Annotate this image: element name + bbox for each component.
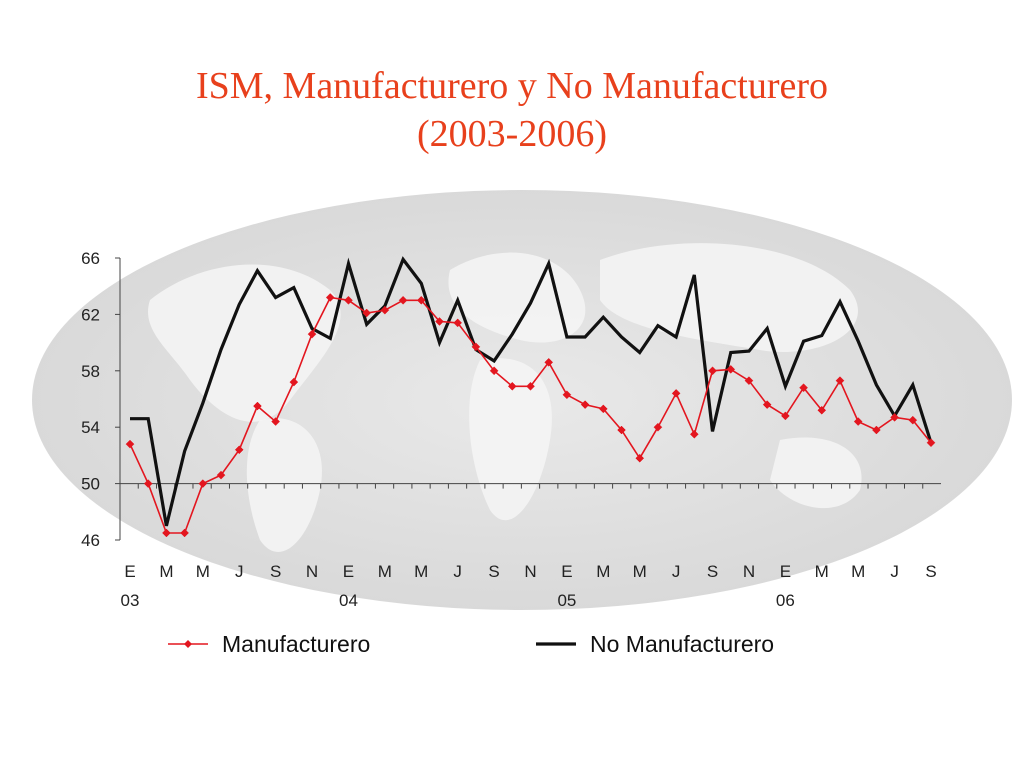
x-tick-label: E xyxy=(780,562,791,581)
data-point xyxy=(744,376,754,386)
data-point xyxy=(216,470,226,480)
data-point xyxy=(580,400,590,409)
data-point xyxy=(708,366,717,376)
data-point xyxy=(544,357,554,367)
legend-swatch-marker xyxy=(184,640,192,648)
chart-subtitle: (2003-2006) xyxy=(417,113,607,155)
axes xyxy=(115,257,941,541)
y-tick-labels: 46 50 54 58 62 66 xyxy=(81,249,100,550)
legend-label: Manufacturero xyxy=(222,631,370,657)
data-point xyxy=(325,293,335,302)
x-tick-label: M xyxy=(815,562,829,581)
y-tick-label: 58 xyxy=(81,362,100,381)
data-point xyxy=(125,439,135,449)
legend: Manufacturero No Manufacturero xyxy=(168,631,774,657)
data-point xyxy=(253,401,262,411)
data-point xyxy=(835,376,845,386)
data-point xyxy=(398,295,408,305)
data-point xyxy=(162,528,171,538)
x-year-label: 06 xyxy=(776,591,795,610)
data-point xyxy=(435,317,444,326)
data-point xyxy=(635,453,645,463)
x-tick-label: M xyxy=(851,562,865,581)
x-tick-label: M xyxy=(633,562,647,581)
legend-label: No Manufacturero xyxy=(590,631,774,657)
data-point xyxy=(416,295,426,305)
data-point xyxy=(307,329,317,339)
x-tick-label: M xyxy=(159,562,173,581)
data-point xyxy=(617,425,626,435)
data-point xyxy=(507,381,517,391)
data-point xyxy=(526,381,535,391)
x-tick-label: M xyxy=(596,562,610,581)
data-point xyxy=(762,400,772,409)
x-tick-label: N xyxy=(306,562,318,581)
data-point xyxy=(799,383,808,393)
x-year-label: 04 xyxy=(339,591,358,610)
y-tick-label: 50 xyxy=(81,475,100,494)
data-point xyxy=(271,417,280,426)
data-point xyxy=(380,305,390,315)
data-point xyxy=(689,429,699,439)
x-tick-label: M xyxy=(378,562,392,581)
data-point xyxy=(598,404,608,414)
data-point xyxy=(489,366,499,376)
data-point xyxy=(653,422,663,432)
data-point xyxy=(198,479,208,488)
x-tick-label: J xyxy=(453,562,462,581)
data-point xyxy=(344,295,353,305)
data-point xyxy=(726,365,736,374)
data-point xyxy=(234,445,244,455)
y-tick-label: 66 xyxy=(81,249,100,268)
x-tick-label: E xyxy=(343,562,354,581)
data-point xyxy=(853,417,863,426)
x-tick-label: E xyxy=(561,562,572,581)
y-tick-label: 46 xyxy=(81,531,100,550)
x-tick-label: N xyxy=(524,562,536,581)
data-point xyxy=(781,411,790,421)
data-point xyxy=(143,479,153,488)
x-tick-label: J xyxy=(890,562,899,581)
data-point xyxy=(453,318,463,328)
chart-title: ISM, Manufacturero y No Manufacturero xyxy=(195,65,829,107)
data-point xyxy=(289,377,299,387)
series-layer xyxy=(125,256,936,538)
x-tick-label: J xyxy=(235,562,244,581)
data-point xyxy=(890,412,899,422)
x-tick-label: M xyxy=(196,562,210,581)
series-no-manufacturero xyxy=(130,256,933,527)
x-tick-label: M xyxy=(414,562,428,581)
x-tick-label: S xyxy=(488,562,499,581)
chart-title-block: ISM, Manufacturero y No Manufacturero (2… xyxy=(0,62,1024,158)
legend-item-no-manufacturero: No Manufacturero xyxy=(536,631,774,657)
x-tick-label: E xyxy=(124,562,135,581)
data-point xyxy=(471,342,481,352)
legend-item-manufacturero: Manufacturero xyxy=(168,631,370,657)
y-tick-label: 54 xyxy=(81,418,100,437)
data-point xyxy=(362,308,372,318)
data-point xyxy=(817,405,827,415)
y-tick-label: 62 xyxy=(81,305,100,324)
series-manufacturero xyxy=(125,293,936,538)
background-world-map xyxy=(32,190,1012,610)
data-point xyxy=(671,389,681,398)
data-point xyxy=(562,390,572,400)
x-tick-label: S xyxy=(925,562,936,581)
x-year-label: 03 xyxy=(121,591,140,610)
x-tick-label: J xyxy=(672,562,681,581)
x-tick-label: N xyxy=(743,562,755,581)
x-tick-labels: E M M J S N E M M J S N E M M J S N E M M J S 03 04 05 06 xyxy=(121,562,937,610)
data-point xyxy=(872,425,881,435)
x-tick-label: S xyxy=(270,562,281,581)
data-point xyxy=(926,438,936,448)
x-year-label: 05 xyxy=(557,591,576,610)
data-point xyxy=(908,415,918,425)
data-point xyxy=(180,528,189,538)
x-tick-label: S xyxy=(707,562,718,581)
series-line xyxy=(130,256,933,527)
